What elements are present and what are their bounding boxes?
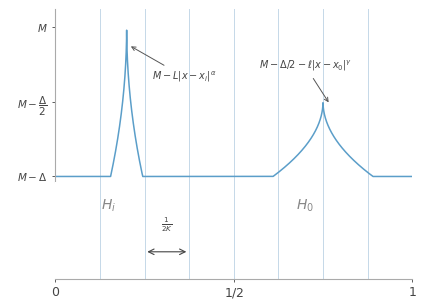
Text: $H_i$: $H_i$ — [101, 198, 116, 214]
Text: $\frac{1}{2K}$: $\frac{1}{2K}$ — [161, 216, 173, 235]
Text: $M - L|x - x_i|^\alpha$: $M - L|x - x_i|^\alpha$ — [132, 47, 216, 84]
Text: $M - \Delta/2 - \ell|x - x_0|^\gamma$: $M - \Delta/2 - \ell|x - x_0|^\gamma$ — [259, 59, 352, 102]
Text: $H_0$: $H_0$ — [296, 198, 314, 214]
